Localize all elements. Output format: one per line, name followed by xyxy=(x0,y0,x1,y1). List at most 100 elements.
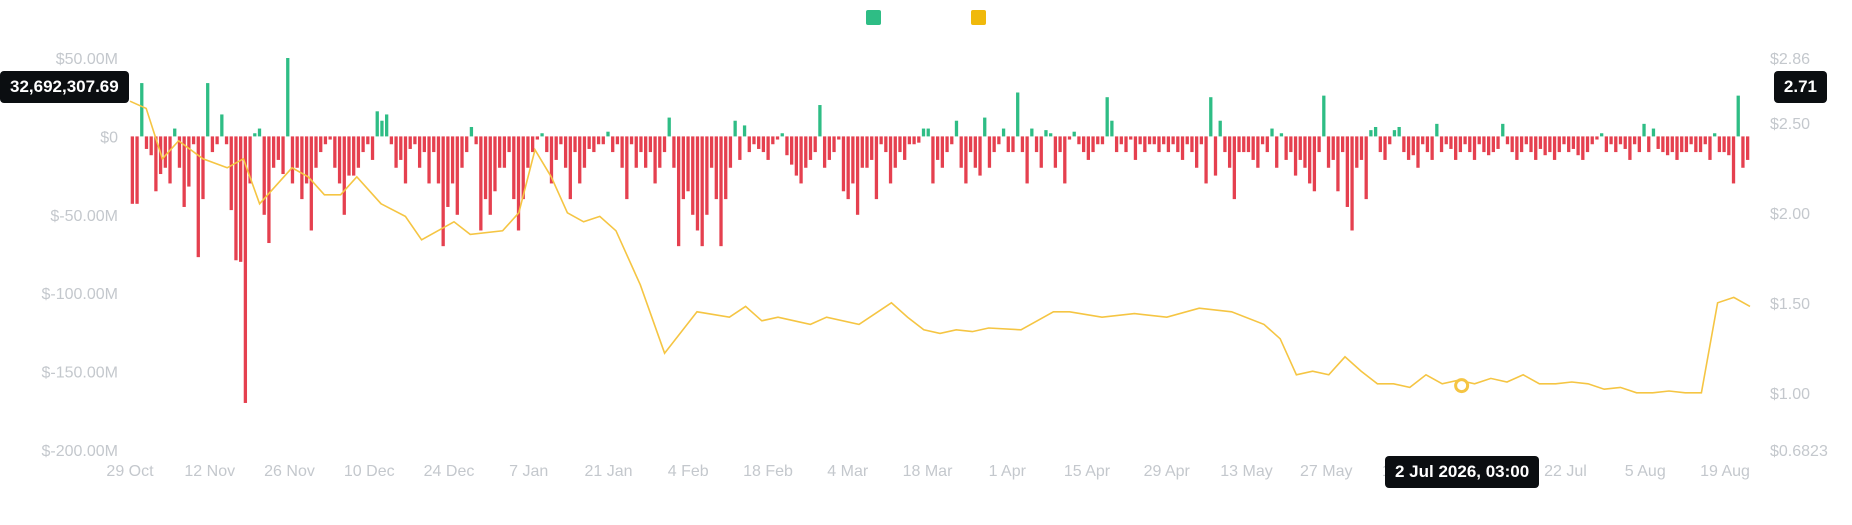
flow-bar[interactable] xyxy=(1703,136,1707,145)
flow-bar[interactable] xyxy=(234,136,238,261)
flow-bar[interactable] xyxy=(1185,136,1189,145)
flow-bar[interactable] xyxy=(573,136,577,153)
flow-bar[interactable] xyxy=(1331,136,1335,160)
flow-bar[interactable] xyxy=(747,136,751,153)
flow-bar[interactable] xyxy=(1199,136,1204,145)
flow-bar[interactable] xyxy=(992,136,996,153)
flow-bar[interactable] xyxy=(257,128,262,137)
flow-bar[interactable] xyxy=(1665,136,1670,156)
flow-bar[interactable] xyxy=(1284,136,1288,160)
flow-bar[interactable] xyxy=(1119,136,1123,145)
flow-bar[interactable] xyxy=(582,136,587,168)
flow-bar[interactable] xyxy=(1585,136,1590,153)
flow-bar[interactable] xyxy=(587,136,591,149)
flow-bar[interactable] xyxy=(1482,136,1486,153)
flow-bar[interactable] xyxy=(983,117,987,137)
flow-bar[interactable] xyxy=(168,136,172,184)
flow-bar[interactable] xyxy=(1223,136,1227,153)
flow-bar[interactable] xyxy=(1590,136,1594,145)
flow-bar[interactable] xyxy=(1538,136,1543,149)
flow-bar[interactable] xyxy=(389,136,394,145)
flow-bar[interactable] xyxy=(1708,136,1712,160)
flow-bar[interactable] xyxy=(1416,136,1420,168)
flow-bar[interactable] xyxy=(705,136,709,215)
flow-bar[interactable] xyxy=(1614,136,1618,153)
flow-bar[interactable] xyxy=(554,136,558,160)
flow-bar[interactable] xyxy=(799,136,803,184)
flow-bar[interactable] xyxy=(1411,136,1415,156)
flow-bar[interactable] xyxy=(1581,136,1585,160)
flow-bar[interactable] xyxy=(337,136,342,184)
flow-bar[interactable] xyxy=(1378,136,1382,153)
flow-bar[interactable] xyxy=(1736,95,1740,137)
flow-bar[interactable] xyxy=(1190,136,1194,153)
flow-bar[interactable] xyxy=(1698,136,1703,153)
flow-bar[interactable] xyxy=(1656,136,1660,149)
flow-bar[interactable] xyxy=(1647,136,1651,153)
flow-bar[interactable] xyxy=(545,136,549,153)
flow-bar[interactable] xyxy=(333,136,337,168)
flow-bar[interactable] xyxy=(1246,136,1251,153)
flow-bar[interactable] xyxy=(775,136,780,140)
flow-bar[interactable] xyxy=(1100,136,1105,145)
flow-bar[interactable] xyxy=(1114,136,1119,153)
flow-bar[interactable] xyxy=(1270,128,1274,137)
flow-bar[interactable] xyxy=(1501,123,1505,137)
flow-bar[interactable] xyxy=(1312,136,1317,192)
flow-bar[interactable] xyxy=(549,136,554,184)
flow-bar[interactable] xyxy=(366,136,370,145)
flow-bar[interactable] xyxy=(1364,136,1368,200)
flow-bar[interactable] xyxy=(483,136,488,200)
flow-bar[interactable] xyxy=(1044,130,1048,137)
flow-bar[interactable] xyxy=(1454,136,1458,160)
flow-bar[interactable] xyxy=(1025,136,1029,184)
flow-bar[interactable] xyxy=(1689,136,1693,145)
flow-bar[interactable] xyxy=(1392,130,1397,137)
flow-bar[interactable] xyxy=(1340,136,1345,153)
flow-bar[interactable] xyxy=(1694,136,1698,153)
flow-bar[interactable] xyxy=(271,136,276,168)
flow-bar[interactable] xyxy=(1543,136,1547,156)
flow-bar[interactable] xyxy=(394,136,398,168)
flow-bar[interactable] xyxy=(898,136,902,153)
flow-bar[interactable] xyxy=(742,125,747,137)
flow-bar[interactable] xyxy=(987,136,992,168)
flow-bar[interactable] xyxy=(1618,136,1623,145)
flow-bar[interactable] xyxy=(653,136,657,184)
flow-bar[interactable] xyxy=(347,136,351,176)
flow-bar[interactable] xyxy=(1722,136,1726,153)
flow-bar[interactable] xyxy=(945,136,949,153)
flow-bar[interactable] xyxy=(215,136,219,145)
flow-bar[interactable] xyxy=(1227,136,1232,168)
flow-bar[interactable] xyxy=(262,136,266,215)
flow-bar[interactable] xyxy=(196,136,200,258)
flow-bar[interactable] xyxy=(639,136,643,153)
flow-bar[interactable] xyxy=(827,136,831,160)
flow-bar[interactable] xyxy=(432,136,436,153)
flow-bar[interactable] xyxy=(1218,120,1222,137)
flow-bar[interactable] xyxy=(1237,136,1241,153)
flow-bar[interactable] xyxy=(361,136,365,153)
flow-bar[interactable] xyxy=(625,136,629,200)
flow-bar[interactable] xyxy=(695,136,700,231)
flow-bar[interactable] xyxy=(1651,128,1656,137)
flow-bar[interactable] xyxy=(323,136,328,145)
flow-bar[interactable] xyxy=(413,136,417,145)
flow-bar[interactable] xyxy=(917,136,921,143)
flow-bar[interactable] xyxy=(1632,136,1637,145)
flow-bar[interactable] xyxy=(676,136,681,247)
flow-bar[interactable] xyxy=(1180,136,1185,160)
flow-bar[interactable] xyxy=(1552,136,1557,160)
flow-bar[interactable] xyxy=(959,136,963,168)
flow-bar[interactable] xyxy=(1468,136,1472,153)
flow-bar[interactable] xyxy=(1472,136,1477,160)
flow-bar[interactable] xyxy=(1124,136,1128,153)
flow-bar[interactable] xyxy=(399,136,403,160)
flow-bar[interactable] xyxy=(187,136,191,187)
flow-bar[interactable] xyxy=(521,136,525,200)
flow-bar[interactable] xyxy=(808,136,813,160)
flow-bar[interactable] xyxy=(1562,136,1566,145)
flow-bar[interactable] xyxy=(728,136,733,168)
flow-bar[interactable] xyxy=(1336,136,1340,192)
flow-bar[interactable] xyxy=(502,136,507,168)
